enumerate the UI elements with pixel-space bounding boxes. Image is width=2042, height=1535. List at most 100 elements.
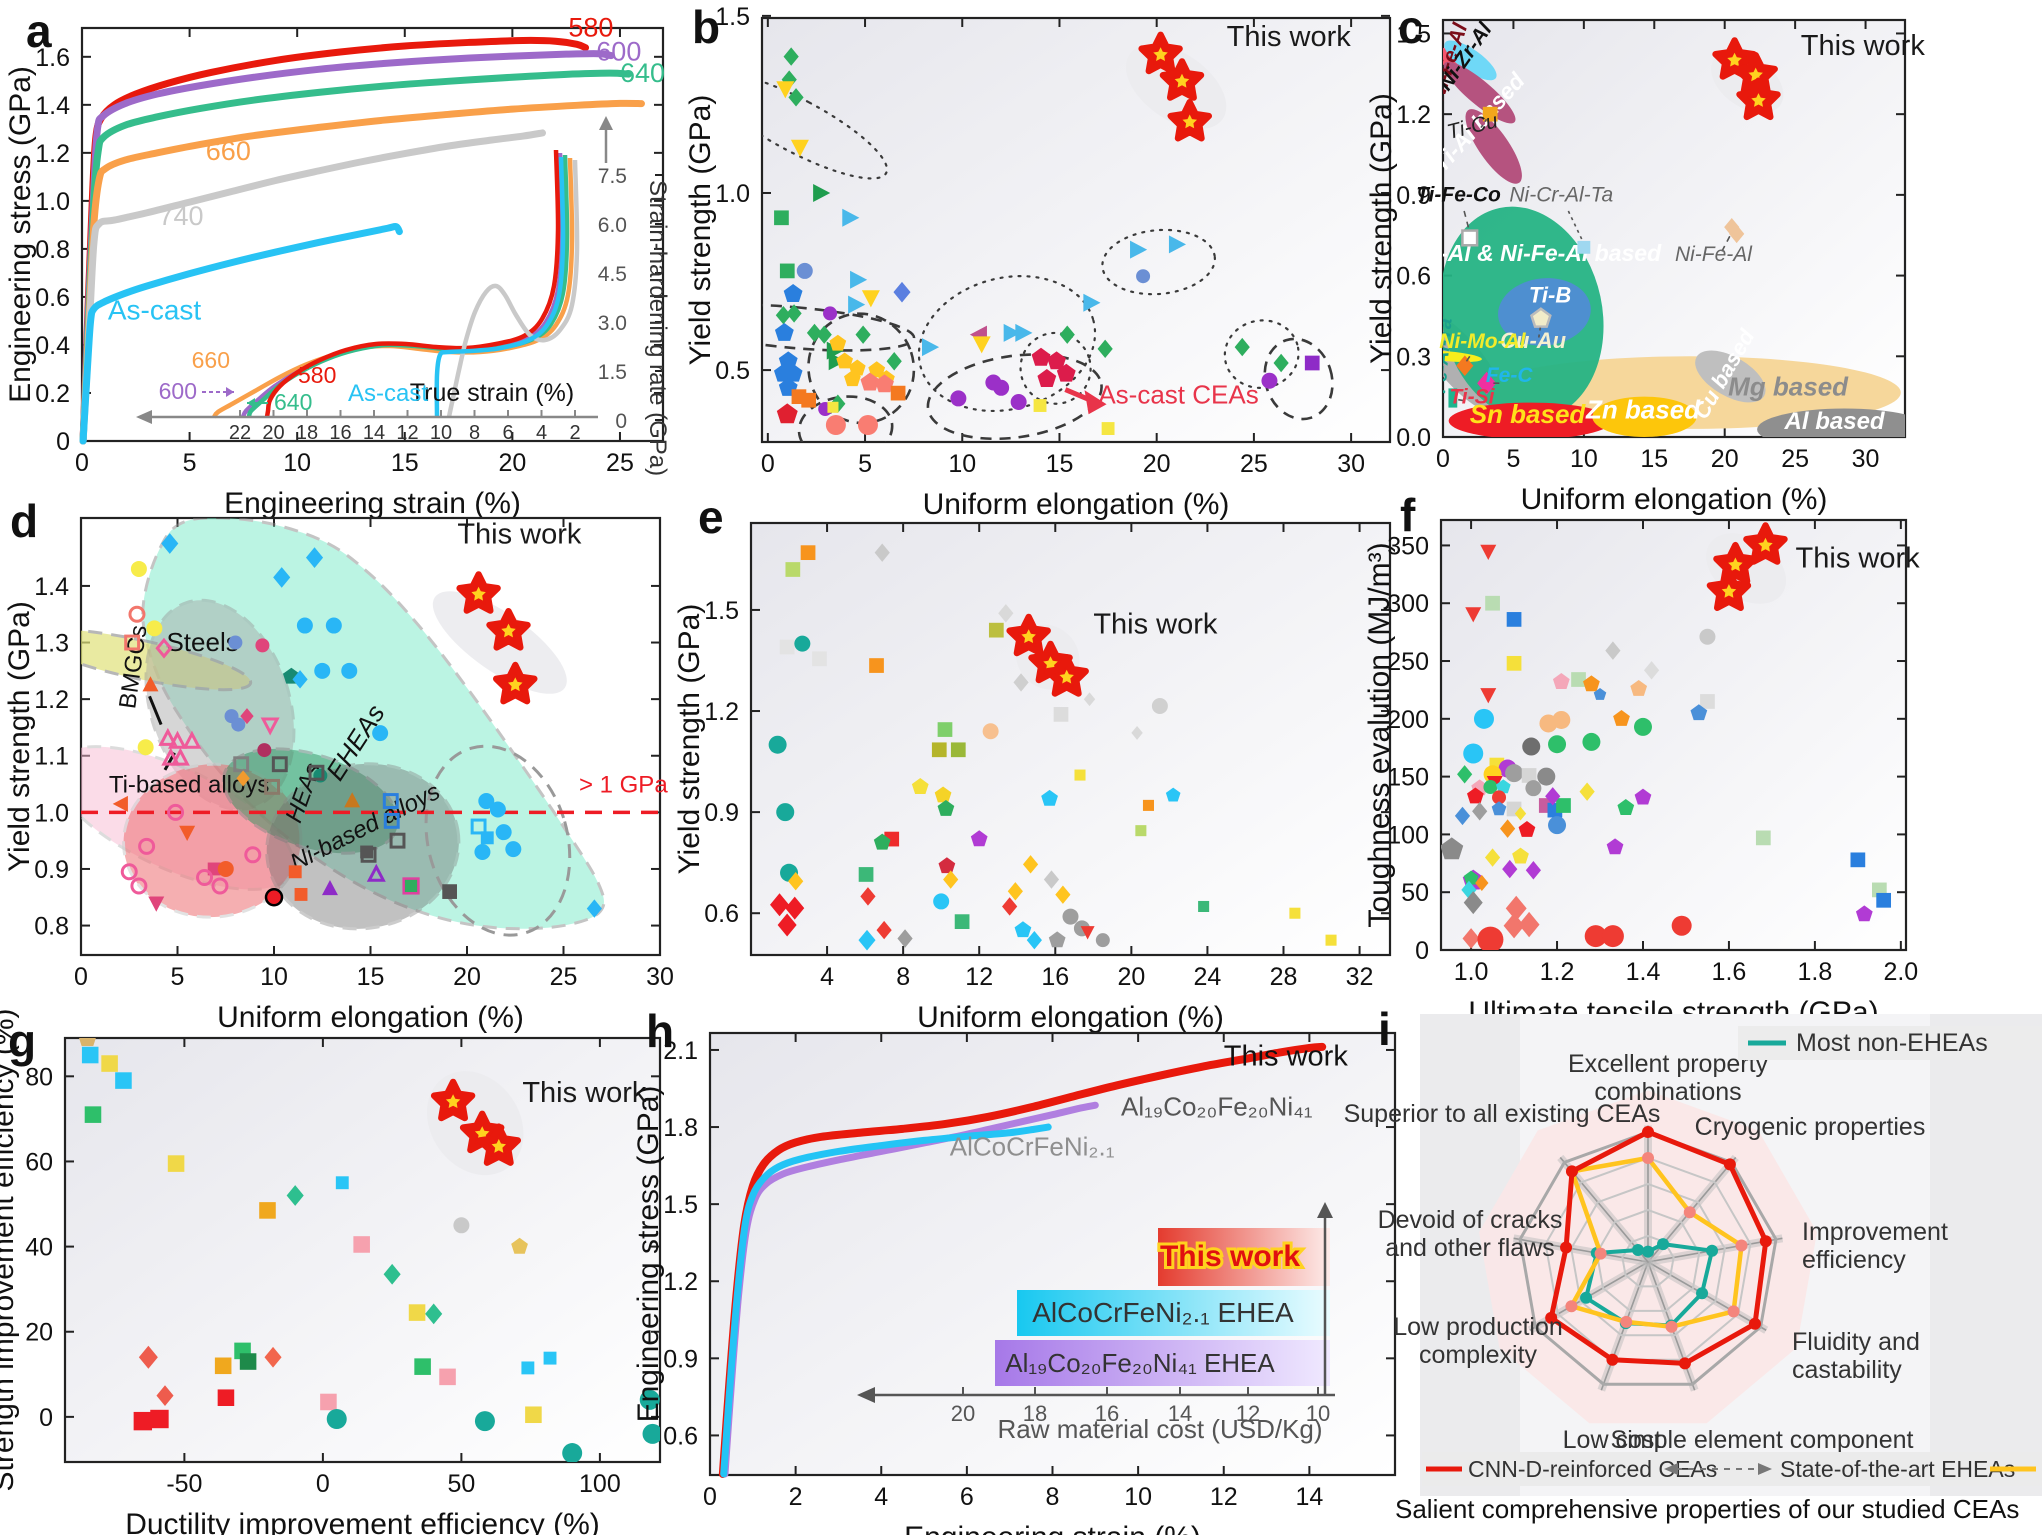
data-point: [1480, 544, 1497, 561]
y-tick-label: 0.6: [35, 284, 70, 312]
cost-tick: 14: [1168, 1401, 1192, 1426]
data-point: [167, 803, 185, 821]
data-point: [639, 1389, 660, 1410]
data-point: [794, 635, 811, 652]
data-point: [425, 1303, 443, 1325]
data-point: [886, 352, 902, 371]
data-point: [1059, 325, 1075, 344]
panel-b: 0 5 10 15 20 25 30 0.5 1.0 1.5 Uniform elongation …: [684, 3, 1392, 521]
data-point: [1015, 323, 1033, 342]
data-point: [931, 742, 947, 758]
y-tick-label: 1.5: [715, 3, 750, 31]
data-point: [1643, 661, 1660, 680]
star-inner-icon: [491, 1139, 506, 1153]
data-point: [1876, 892, 1892, 908]
data-point: [325, 617, 342, 634]
data-point: [1552, 710, 1571, 729]
panel-e: 4 8 12 16 20 24 28 32 0.6 0.9 1.2 1.5 Uniform elonga…: [673, 521, 1392, 1034]
y-tick-label: 0.9: [1396, 182, 1431, 210]
data-point: [179, 825, 196, 841]
data-point: [1022, 855, 1039, 874]
curve: [79, 222, 403, 445]
data-point: [922, 338, 940, 357]
radar-axis-label: Simple element component: [1611, 1426, 1914, 1454]
y-tick-label: 350: [1387, 532, 1429, 560]
inset-curve-label: 640: [274, 389, 312, 415]
x-tick-label: 4: [820, 963, 834, 991]
radar-ring: [1595, 1208, 1701, 1312]
data-point: [790, 139, 809, 157]
star-inner-icon: [1758, 537, 1773, 552]
data-point: [827, 401, 839, 413]
data-point: [288, 865, 302, 879]
data-point: [138, 1345, 158, 1369]
star-inner-icon: [1059, 669, 1074, 684]
data-point: [933, 893, 950, 910]
data-point: [1477, 371, 1497, 395]
x-tick-label: 15: [1046, 450, 1074, 478]
this-work-label: This work: [457, 518, 582, 550]
y-tick-label: 1.2: [1396, 101, 1431, 129]
data-point: [937, 722, 953, 737]
data-point: [1505, 764, 1524, 783]
y-axis-title: Engineering stress (GPa): [4, 66, 37, 403]
x-tick-label: 1.6: [1712, 958, 1747, 986]
alloy-region: [1757, 408, 1905, 437]
legend-bottom: CNN-D-reinforced CEAs State-of-the-art EH…: [1422, 1452, 2042, 1486]
data-point: [823, 306, 838, 321]
region-label: Ni-Fe-Al & Ni-Fe-Al based: [1383, 240, 1663, 266]
panel-c: 0 5 10 15 20 25 30 0.0 0.3 0.6 0.9 1.2 1.5 Uniform el…: [1365, 18, 1926, 516]
y-tick-label: 0.5: [715, 357, 750, 385]
data-point: [1041, 789, 1058, 806]
y-tick-label: 1.0: [34, 799, 69, 827]
label: Low cost: [1563, 1426, 1662, 1454]
data-point: [1055, 885, 1071, 904]
data-point: [825, 414, 846, 435]
data-point: [505, 841, 522, 858]
y-tick-label: 0.6: [1396, 263, 1431, 291]
y-tick-label: 1.2: [35, 140, 70, 168]
callout-label: Ni-Mo-Al: [1439, 330, 1526, 353]
y-tick-label: 1.2: [663, 1268, 698, 1296]
axis-ticks: 0 5 10 15 20 25 30 0.8 0.9 1.0 1.1 1.2 1.3 1.4: [34, 518, 674, 991]
callout: Fe-C: [1486, 364, 1534, 387]
data-point: [1545, 787, 1561, 806]
data-point: [1273, 353, 1289, 373]
x-tick-label: 25: [606, 449, 634, 477]
data-point: [543, 1351, 557, 1365]
curve-label: Al₁₉Co₂₀Fe₂₀Ni₄₁: [1121, 1091, 1313, 1121]
data-point: [1472, 802, 1488, 821]
y-axis-title: Yield strength (GPa): [673, 604, 706, 875]
data-point: [812, 651, 827, 667]
data-point: [937, 799, 955, 816]
label: Devoid of cracks: [1378, 1206, 1563, 1234]
cost-inset: This work AlCoCrFeNi₂.₁ EHEA Al₁₉Co₂₀Fe₂₀N…: [857, 1202, 1335, 1444]
region-label: Zn based: [1585, 395, 1701, 425]
inset-tick: 6: [502, 422, 513, 444]
this-work-label: This work: [1801, 30, 1926, 62]
data-point: [775, 305, 791, 325]
callout: Ti-Si: [1449, 385, 1495, 408]
radar-vertex: [1565, 1165, 1578, 1178]
curve-label: As-cast: [108, 295, 202, 326]
radar-vertex: [1727, 1305, 1740, 1318]
radar-axis-label: Cryogenic properties: [1695, 1113, 1926, 1141]
data-point: [439, 1368, 456, 1386]
x-tick-label: 20: [453, 963, 481, 991]
data-point: [1074, 769, 1086, 781]
radar-vertex: [1594, 1247, 1607, 1260]
series-As-cast: As-cast: [79, 222, 403, 445]
cost-tick: 18: [1023, 1401, 1047, 1426]
reference-markers: [1448, 106, 1745, 408]
data-point: [1080, 926, 1095, 940]
callout: Ni-Fe-Al: [1675, 234, 1753, 266]
x-tick-label: 20: [1711, 445, 1739, 473]
data-point: [1506, 655, 1522, 671]
axis-arrow-icon: [857, 1387, 875, 1403]
panel-letter-a: a: [26, 5, 52, 57]
data-point: [1002, 897, 1018, 916]
data-point: [271, 756, 288, 773]
data-point: [1503, 913, 1525, 939]
